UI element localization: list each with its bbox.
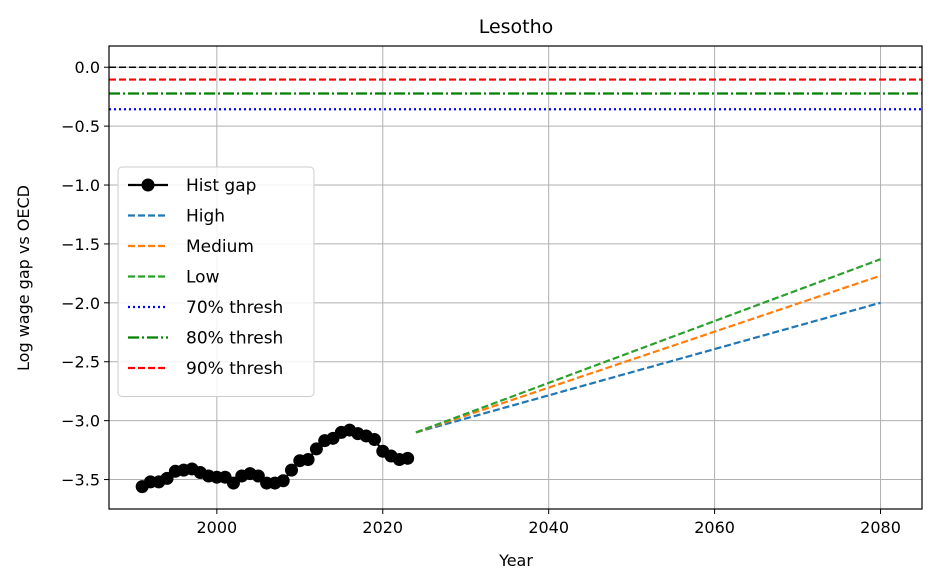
y-tick-label-2: −1.0 bbox=[61, 176, 100, 195]
series-layer bbox=[109, 78, 922, 494]
axis-ticks: 2000 2020 2040 2060 2080 0.0 −0.5 −1.0 −1.5 −2.0 −… bbox=[61, 58, 901, 537]
legend-item-80pct-thresh: 80% thresh bbox=[128, 329, 283, 349]
y-tick-label-1: −0.5 bbox=[61, 117, 100, 136]
y-tick-label-5: −2.5 bbox=[61, 353, 100, 372]
legend-label-medium: Medium bbox=[186, 237, 254, 257]
legend-item-hist-gap: Hist gap bbox=[128, 176, 256, 196]
legend-item-medium: Medium bbox=[128, 237, 254, 257]
y-tick-label-7: −3.5 bbox=[61, 471, 100, 490]
x-tick-label-3: 2060 bbox=[694, 518, 735, 537]
legend-box bbox=[117, 166, 315, 397]
legend-label-hist-gap: Hist gap bbox=[186, 176, 256, 196]
series-line-low bbox=[415, 258, 881, 434]
series-hist-gap bbox=[135, 423, 415, 494]
plot-frame bbox=[108, 45, 923, 510]
series-line-high bbox=[415, 301, 881, 434]
legend-item-90pct-thresh: 90% thresh bbox=[128, 359, 283, 379]
x-tick-label-1: 2020 bbox=[362, 518, 403, 537]
y-axis-title: Log wage gap vs OECD bbox=[14, 185, 33, 371]
series-high bbox=[415, 301, 881, 434]
series-line-medium bbox=[415, 274, 881, 434]
legend-marker-hist-gap bbox=[141, 178, 155, 192]
legend-label-low: Low bbox=[186, 268, 220, 288]
series-medium bbox=[415, 274, 881, 434]
y-tick-label-0: 0.0 bbox=[75, 58, 100, 77]
legend-item-low: Low bbox=[128, 268, 220, 288]
x-axis-title: Year bbox=[498, 551, 533, 570]
legend-label-70pct-thresh: 70% thresh bbox=[186, 298, 283, 318]
x-tick-label-2: 2040 bbox=[528, 518, 569, 537]
data-point-2011 bbox=[301, 453, 315, 467]
legend: Hist gap High Medium Low 70% thresh 80% thres… bbox=[117, 166, 315, 397]
data-point-2012 bbox=[309, 442, 323, 456]
data-point-2023 bbox=[401, 451, 415, 465]
x-tick-label-0: 2000 bbox=[196, 518, 237, 537]
legend-item-high: High bbox=[128, 207, 225, 227]
chart-title: Lesotho bbox=[479, 16, 554, 38]
legend-label-80pct-thresh: 80% thresh bbox=[186, 329, 283, 349]
x-tick-label-4: 2080 bbox=[860, 518, 901, 537]
y-tick-label-4: −2.0 bbox=[61, 294, 100, 313]
legend-item-70pct-thresh: 70% thresh bbox=[128, 298, 283, 318]
legend-label-high: High bbox=[186, 207, 225, 227]
y-tick-label-3: −1.5 bbox=[61, 235, 100, 254]
y-tick-label-6: −3.0 bbox=[61, 412, 100, 431]
data-point-2019 bbox=[367, 432, 381, 446]
data-point-2008 bbox=[276, 474, 290, 488]
legend-label-90pct-thresh: 90% thresh bbox=[186, 359, 283, 379]
series-low bbox=[415, 258, 881, 434]
data-point-2009 bbox=[285, 463, 299, 477]
